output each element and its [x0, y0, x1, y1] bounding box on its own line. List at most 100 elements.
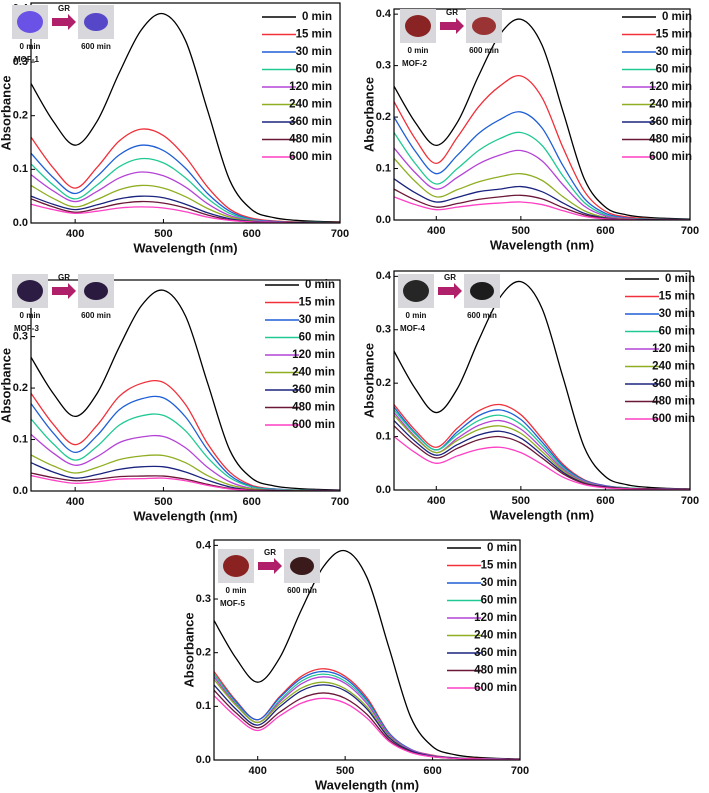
arrow-label: GR — [446, 8, 458, 17]
x-axis-title: Wavelength (nm) — [133, 240, 237, 255]
legend-label: 120 min — [289, 81, 332, 93]
series-line — [31, 198, 340, 223]
y-axis-title: Absorbance — [0, 348, 13, 423]
plot-frame — [30, 2, 341, 224]
series-line — [394, 74, 690, 220]
legend: 0 min 15 min 30 min 60 min 120 min 240 min 360… — [262, 11, 332, 163]
series-line — [31, 171, 340, 223]
legend-label: 0 min — [487, 542, 517, 554]
x-tick-label: 700 — [681, 495, 699, 507]
y-tick-label: 0.3 — [13, 331, 28, 343]
legend-label: 30 min — [296, 46, 332, 58]
legend-label: 480 min — [649, 134, 692, 146]
legend-label: 60 min — [299, 332, 335, 344]
gr-arrow — [52, 283, 76, 299]
y-tick-label: 0.0 — [196, 754, 211, 766]
series-line — [214, 549, 520, 760]
series-line — [394, 403, 690, 490]
legend-label: 240 min — [474, 630, 517, 642]
legend-label: 480 min — [652, 396, 695, 408]
inset-label: 0 min — [226, 586, 247, 595]
legend-label: 120 min — [649, 81, 692, 93]
legend-label: 15 min — [659, 291, 695, 303]
y-tick-label: 0.2 — [13, 382, 28, 394]
y-tick-label: 0.2 — [376, 377, 391, 389]
legend-label: 60 min — [296, 64, 332, 76]
inset-label: 600 min — [467, 311, 497, 320]
x-tick-label: 400 — [66, 228, 84, 240]
plot-frame — [213, 539, 521, 761]
legend-label: 240 min — [289, 99, 332, 111]
y-tick-label: 0.1 — [376, 162, 391, 174]
arrow-label: GR — [444, 273, 456, 282]
x-tick-label: 400 — [427, 495, 445, 507]
x-tick-label: 600 — [596, 225, 614, 237]
legend-label: 15 min — [481, 560, 517, 572]
y-tick-label: 0.0 — [13, 217, 28, 229]
x-tick-label: 700 — [331, 228, 349, 240]
legend-label: 600 min — [474, 682, 517, 694]
series-line — [31, 289, 340, 491]
y-tick-label: 0.2 — [376, 111, 391, 123]
plot-frame — [30, 279, 341, 492]
series-line — [394, 280, 690, 490]
y-tick-label: 0.3 — [376, 324, 391, 336]
sample-powder — [472, 17, 496, 35]
legend-label: 360 min — [649, 116, 692, 128]
sample-powder — [17, 280, 43, 302]
legend-label: 600 min — [652, 413, 695, 425]
plot-frame — [393, 8, 691, 221]
x-tick-label: 400 — [427, 225, 445, 237]
legend-label: 120 min — [292, 349, 335, 361]
arrow-label: GR — [58, 273, 70, 282]
x-tick-label: 500 — [512, 495, 530, 507]
legend-label: 360 min — [289, 116, 332, 128]
series-line — [394, 111, 690, 220]
arrow-label: GR — [58, 4, 70, 13]
y-tick-label: 0.0 — [13, 485, 28, 497]
x-tick-label: 500 — [154, 496, 172, 508]
y-axis-title: Absorbance — [361, 343, 376, 418]
x-tick-label: 400 — [66, 496, 84, 508]
series-line — [31, 12, 340, 223]
series-line — [31, 195, 340, 223]
legend-label: 30 min — [481, 577, 517, 589]
legend-label: 60 min — [659, 326, 695, 338]
sample-name: MOF-1 — [14, 55, 39, 64]
sample-powder — [84, 282, 108, 300]
sample-powder — [223, 555, 249, 577]
sample-powder — [405, 15, 431, 37]
sample-powder — [403, 280, 429, 302]
sample-powder — [290, 557, 314, 575]
legend-label: 600 min — [289, 151, 332, 163]
inset-label: 0 min — [406, 311, 427, 320]
x-axis-title: Wavelength (nm) — [490, 237, 594, 252]
series-line — [31, 462, 340, 491]
series-line — [394, 425, 690, 490]
y-tick-label: 0.0 — [376, 214, 391, 226]
legend-label: 600 min — [292, 419, 335, 431]
legend-label: 480 min — [292, 402, 335, 414]
y-tick-label: 0.3 — [196, 593, 211, 605]
y-tick-label: 0.0 — [376, 484, 391, 496]
inset-label: 600 min — [81, 311, 111, 320]
y-tick-label: 0.1 — [13, 433, 28, 445]
inset: GR 0 min 600 min MOF-5 — [218, 548, 320, 608]
y-tick-label: 0.1 — [13, 163, 28, 175]
arrow-label: GR — [264, 548, 276, 557]
gr-arrow — [440, 18, 464, 34]
legend-label: 0 min — [665, 273, 695, 285]
x-tick-label: 600 — [596, 495, 614, 507]
series-line — [394, 436, 690, 490]
series-line — [394, 414, 690, 490]
inset: GR 0 min 600 min MOF-1 — [12, 4, 114, 64]
legend-label: 480 min — [474, 665, 517, 677]
x-axis-title: Wavelength (nm) — [315, 777, 419, 792]
x-tick-label: 500 — [336, 765, 354, 777]
sample-powder — [84, 13, 108, 31]
legend-label: 15 min — [296, 29, 332, 41]
